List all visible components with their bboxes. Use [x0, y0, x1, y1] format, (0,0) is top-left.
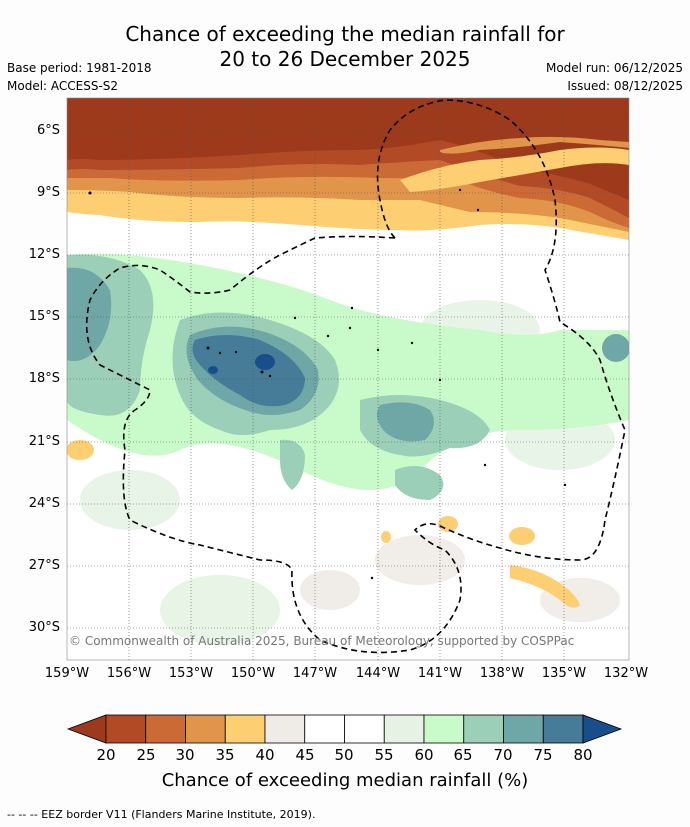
colorbar-box: [105, 714, 147, 744]
lat-label-27s: 27°S: [28, 558, 60, 573]
lon-label-156w: 156°W: [106, 666, 152, 681]
base-period: Base period: 1981-2018: [7, 61, 152, 75]
colorbar-tick-35: 35: [215, 746, 235, 764]
meta-right: Model run: 06/12/2025 Issued: 08/12/2025: [546, 59, 683, 95]
chart-title: Chance of exceeding the median rainfall …: [0, 22, 690, 72]
graticule: [67, 98, 629, 660]
lon-label-138w: 138°W: [479, 666, 525, 681]
issued-date: Issued: 08/12/2025: [567, 79, 683, 93]
lon-label-150w: 150°W: [230, 666, 276, 681]
lat-label-12s: 12°S: [28, 247, 60, 262]
colorbar-box: [185, 714, 226, 744]
lon-label-144w: 144°W: [355, 666, 401, 681]
title-line-2: 20 to 26 December 2025: [219, 47, 471, 71]
colorbar-tick-20: 20: [96, 746, 116, 764]
map-field: [67, 98, 629, 660]
islands: [88, 188, 567, 580]
meta-left: Base period: 1981-2018 Model: ACCESS-S2: [7, 59, 152, 95]
lat-label-24s: 24°S: [28, 496, 60, 511]
eez-legend: -- -- -- EEZ border V11 (Flanders Marine…: [7, 808, 316, 821]
colorbar-tick-50: 50: [334, 746, 354, 764]
lat-label-21s: 21°S: [28, 434, 60, 449]
lon-label-153w: 153°W: [168, 666, 214, 681]
colorbar-tick-30: 30: [175, 746, 195, 764]
colorbar-box: [304, 714, 345, 744]
colorbar-tick-80: 80: [573, 746, 593, 764]
eez-border: [85, 99, 626, 654]
colorbar-box: [423, 714, 465, 744]
colorbar-tick-70: 70: [493, 746, 513, 764]
lat-label-18s: 18°S: [28, 371, 60, 386]
colorbar-tick-75: 75: [533, 746, 553, 764]
copyright-notice: © Commonwealth of Australia 2025, Bureau…: [69, 634, 575, 648]
title-line-1: Chance of exceeding the median rainfall …: [125, 22, 565, 46]
lon-label-147w: 147°W: [292, 666, 338, 681]
lat-label-15s: 15°S: [28, 309, 60, 324]
colorbar-box: [145, 714, 186, 744]
colorbar-box: [264, 714, 306, 744]
lat-label-30s: 30°S: [28, 620, 60, 635]
colorbar-title: Chance of exceeding median rainfall (%): [161, 770, 529, 791]
model-run: Model run: 06/12/2025: [545, 61, 683, 75]
colorbar-extend-low: [66, 714, 107, 744]
lon-label-159w: 159°W: [44, 666, 90, 681]
colorbar-extend-high: [582, 714, 623, 744]
colorbar-box: [383, 714, 425, 744]
lon-label-132w: 132°W: [603, 666, 649, 681]
colorbar-box: [344, 714, 385, 744]
lat-label-6s: 6°S: [36, 123, 60, 138]
colorbar-box: [503, 714, 544, 744]
colorbar-tick-65: 65: [453, 746, 473, 764]
colorbar-tick-45: 45: [295, 746, 315, 764]
lon-label-135w: 135°W: [541, 666, 587, 681]
colorbar-box: [463, 714, 504, 744]
colorbar-tick-40: 40: [255, 746, 275, 764]
colorbar-tick-55: 55: [374, 746, 394, 764]
colorbar-tick-25: 25: [136, 746, 156, 764]
colorbar-tick-60: 60: [414, 746, 434, 764]
colorbar-box: [542, 714, 584, 744]
lon-label-141w: 141°W: [417, 666, 463, 681]
colorbar-box: [224, 714, 266, 744]
model-name: Model: ACCESS-S2: [7, 79, 119, 93]
lat-label-9s: 9°S: [36, 185, 60, 200]
